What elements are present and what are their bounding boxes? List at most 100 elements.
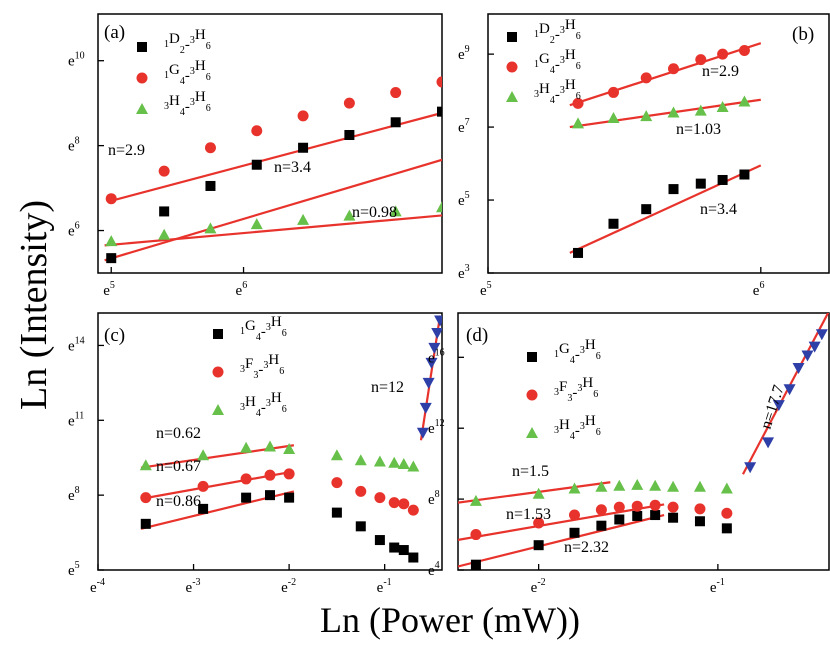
data-point-circle: [613, 501, 625, 513]
data-point-triangle-down: [762, 437, 775, 449]
data-point-square: [721, 523, 732, 534]
data-point-circle: [297, 110, 309, 122]
legend-label: 1G4-3H6: [554, 337, 601, 366]
data-point-circle: [695, 54, 707, 66]
slope-annotation: n=0.62: [156, 425, 201, 442]
y-tick-label: e7: [458, 117, 470, 136]
data-point-circle: [388, 497, 400, 509]
data-point-square: [390, 117, 401, 128]
data-point-triangle-down: [801, 350, 814, 362]
data-point-circle: [355, 485, 367, 497]
fit-line: [569, 98, 761, 129]
x-tick-label: e-4: [90, 577, 105, 596]
data-point-triangle: [568, 482, 581, 494]
legend-label: 1D2-3H6: [164, 27, 211, 56]
data-point-square: [331, 507, 342, 518]
panel-tag: (d): [466, 325, 488, 346]
fit-line: [569, 42, 762, 107]
legend-label: 3H4-3H6: [554, 413, 601, 442]
data-point-square: [159, 206, 170, 217]
data-point-square: [569, 527, 580, 538]
x-tick-label: e-2: [531, 577, 546, 596]
data-point-triangle-down: [416, 427, 429, 439]
y-tick-label: e9: [458, 44, 470, 63]
data-point-triangle: [330, 449, 343, 461]
fit-line: [104, 214, 442, 247]
data-point-triangle: [204, 222, 217, 234]
legend-label: 3F3-3H6: [240, 352, 284, 381]
data-point-triangle: [250, 218, 263, 230]
slope-annotation: n=1.5: [512, 463, 549, 480]
data-point-triangle: [738, 95, 751, 107]
data-point-triangle: [693, 480, 706, 492]
data-point-square: [298, 142, 309, 153]
plot-area: [458, 313, 829, 570]
data-point-triangle: [595, 480, 608, 492]
data-point-triangle: [716, 101, 729, 113]
slope-annotation: n=2.32: [564, 539, 609, 556]
data-point-square: [533, 540, 544, 551]
data-point-circle: [572, 97, 584, 109]
panel-c: e-4 e-3 e-2 e-1 e5 e8 e11 e14 (c) 1G4-3H6 3F3-3H6 3…: [68, 312, 443, 596]
slope-annotation: n=17.7: [758, 383, 788, 431]
y-axis-title: Ln (Intensity): [13, 200, 55, 410]
legend-marker-square: [213, 329, 223, 339]
data-point-triangle: [568, 193, 580, 204]
x-tick-label: e-3: [186, 577, 201, 596]
data-point-triangle: [297, 213, 310, 225]
data-point-circle: [374, 492, 386, 504]
y-tick-label: e14: [68, 335, 85, 354]
data-point-circle: [615, 47, 626, 58]
fit-line: [110, 111, 442, 202]
legend-marker-triangle: [506, 91, 518, 102]
x-tick-label: e6: [753, 280, 765, 299]
data-point-triangle: [631, 478, 644, 490]
data-point-square: [668, 184, 679, 195]
data-point-circle: [407, 504, 419, 516]
legend-label: 1G4-3H6: [164, 58, 211, 87]
data-point-triangle: [407, 460, 420, 472]
data-point-square: [573, 247, 584, 258]
data-point-triangle: [105, 235, 118, 247]
legend-marker-square: [527, 352, 537, 362]
data-point-square: [355, 521, 366, 532]
data-point-square: [265, 490, 275, 501]
fit-line: [741, 313, 829, 475]
x-axis-title: Ln (Power (mW)): [320, 600, 580, 640]
x-tick-label: e5: [103, 280, 115, 299]
data-point-triangle: [649, 479, 662, 491]
fit-line: [569, 164, 762, 254]
data-point-square: [632, 510, 643, 521]
plot-frame: [457, 312, 830, 571]
y-tick-label: e8: [68, 485, 80, 504]
data-point-square: [596, 520, 607, 531]
data-point-circle: [331, 477, 343, 489]
fit-line: [458, 503, 665, 541]
slope-annotation: n=3.4: [700, 201, 737, 218]
panel-d: e-2 e-1 e4 e8 e12 e16 (d) 1G4-3H6 3F3-3H6 3H4-3H6…: [428, 312, 830, 596]
panel-tag: (b): [792, 24, 814, 45]
data-point-triangle-down: [425, 357, 438, 369]
slope-annotation: n=1.03: [676, 121, 721, 138]
data-point-triangle-down: [744, 462, 757, 474]
data-point-circle: [251, 125, 263, 137]
data-point-circle: [649, 499, 661, 511]
legend-marker-square: [507, 32, 517, 42]
plot-frame: [97, 13, 443, 274]
legend-label: 3H4-3H6: [164, 89, 211, 118]
legend-label: 3H4-3H6: [240, 390, 287, 419]
data-point-triangle: [572, 117, 585, 129]
legend-marker-triangle: [212, 404, 224, 415]
data-point-circle: [667, 501, 679, 513]
legend-marker-circle: [526, 389, 538, 401]
data-point-circle: [668, 63, 680, 75]
data-point-square: [241, 492, 252, 503]
data-point-circle: [694, 503, 706, 515]
data-point-circle: [390, 87, 402, 99]
x-tick-label: e-1: [377, 577, 392, 596]
legend-marker-triangle: [136, 103, 148, 114]
data-point-square: [739, 169, 750, 180]
data-point-triangle: [667, 480, 680, 492]
data-point-square: [398, 545, 409, 556]
data-point-square: [284, 492, 295, 503]
